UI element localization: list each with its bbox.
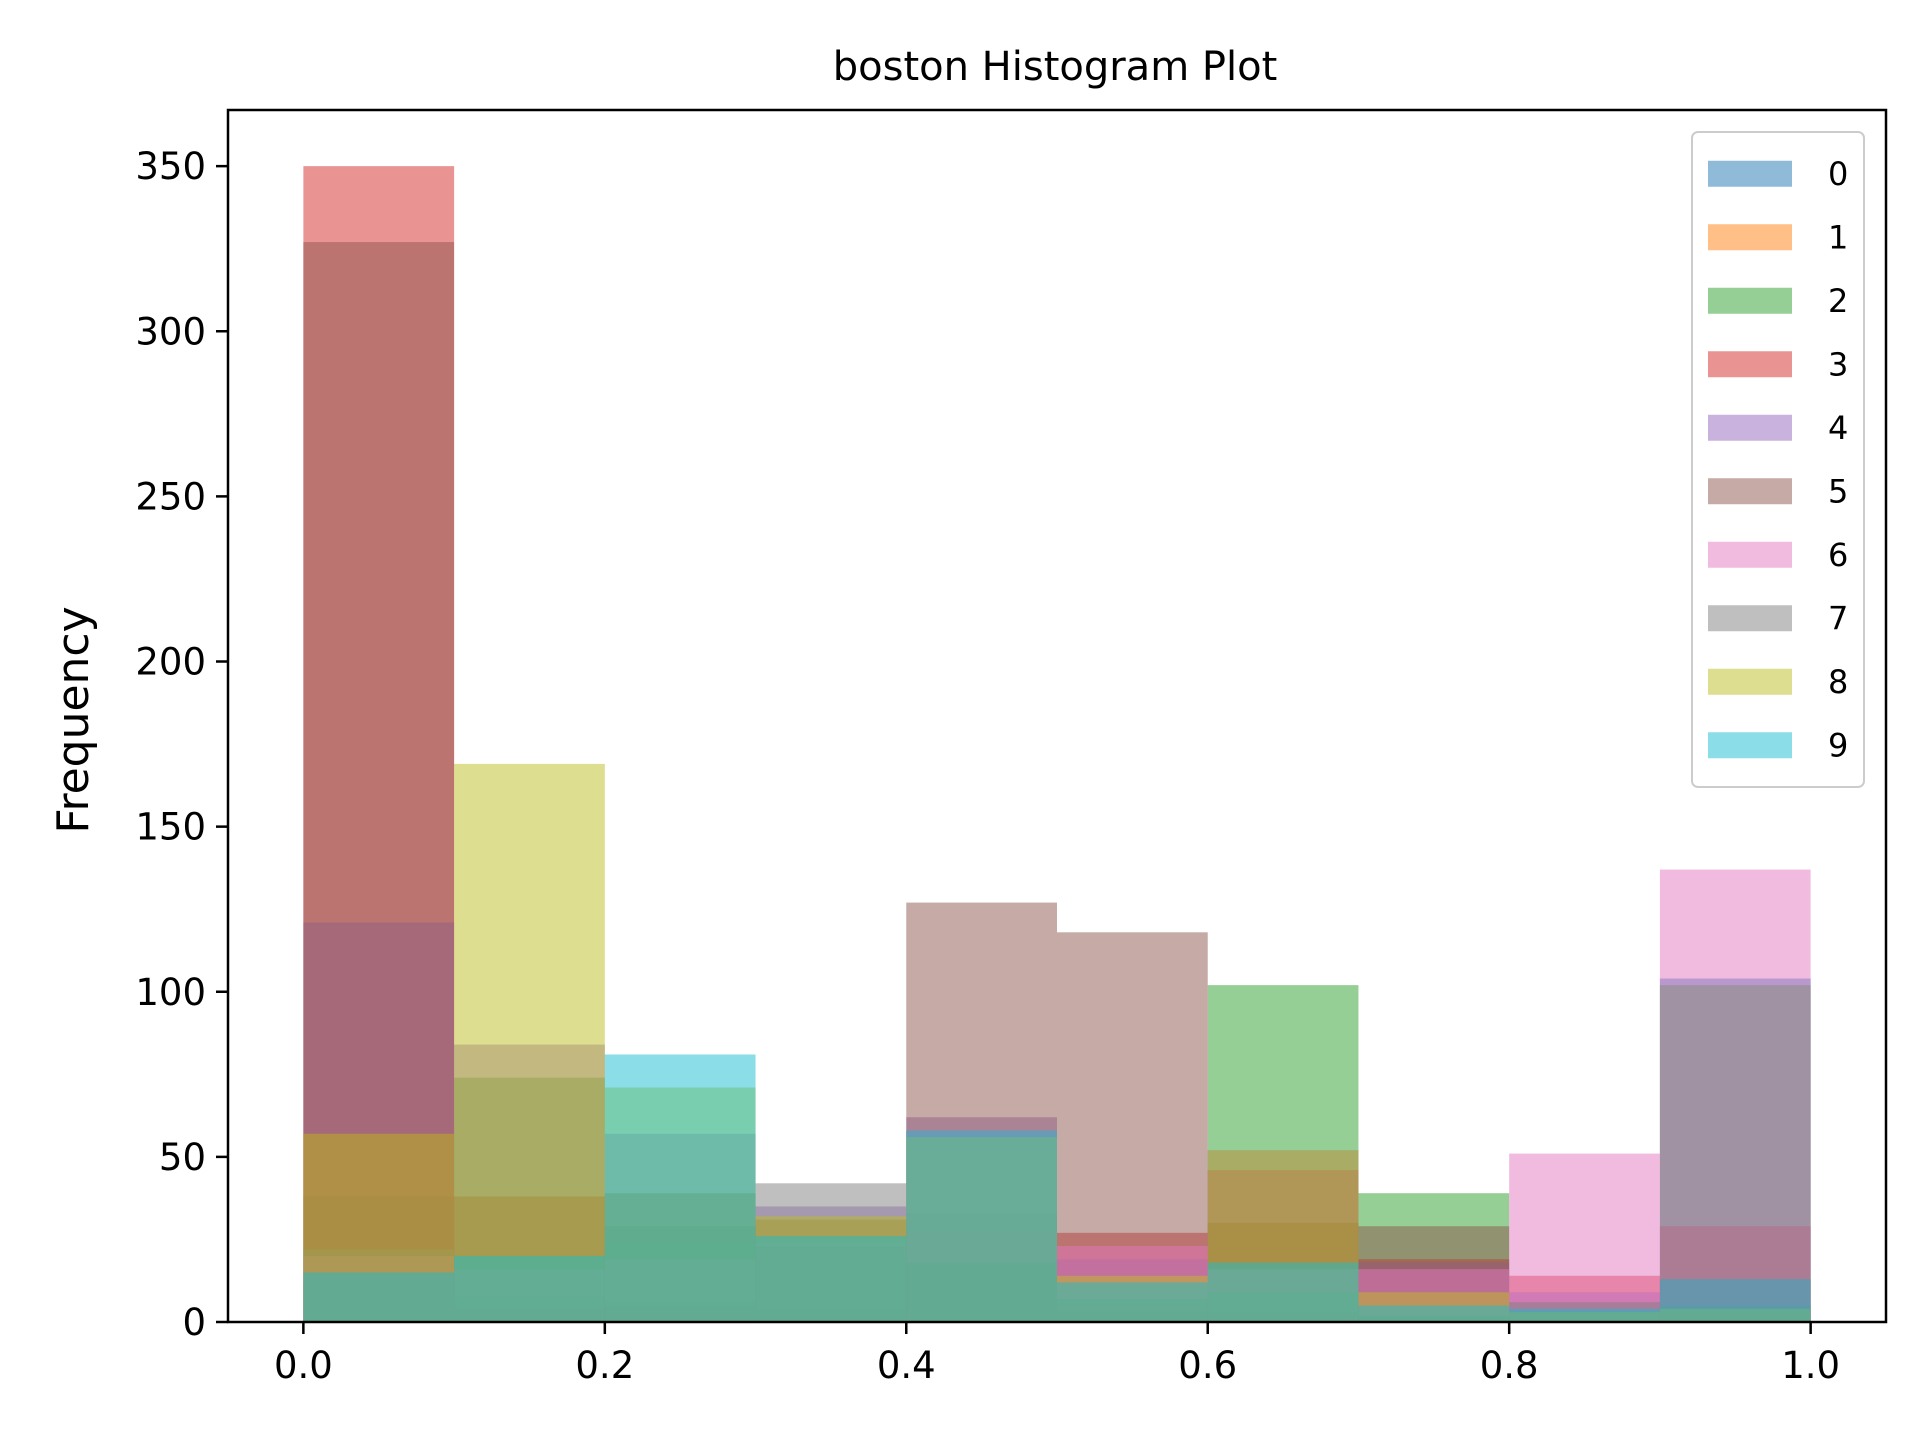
- bar-series-8-bin-1: [454, 763, 605, 1322]
- legend-swatch: [1708, 224, 1792, 251]
- bar-series-9-bin-7: [1358, 1305, 1510, 1322]
- y-tick-label: 150: [135, 806, 206, 849]
- legend-swatch: [1708, 541, 1792, 568]
- legend-label: 4: [1828, 409, 1848, 447]
- legend-item-8: 8: [1708, 663, 1848, 701]
- bar-series-9-bin-8: [1509, 1308, 1660, 1322]
- plot-frame: [226, 108, 1888, 1324]
- legend-label: 7: [1828, 599, 1848, 637]
- x-tick-label: 0.2: [575, 1344, 634, 1387]
- bar-series-9-bin-3: [755, 1236, 907, 1322]
- chart-title: boston Histogram Plot: [833, 44, 1278, 90]
- x-axis: 0.0 0.2 0.4 0.6 0.8 1.0: [274, 1322, 1840, 1387]
- y-tick-label: 100: [135, 971, 206, 1014]
- legend-item-2: 2: [1708, 282, 1848, 320]
- legend-swatch: [1708, 605, 1792, 632]
- x-tick-label: 0.4: [877, 1344, 936, 1387]
- series-9: [303, 1054, 1811, 1322]
- legend-label: 1: [1828, 218, 1848, 256]
- legend-swatch: [1708, 351, 1792, 378]
- y-tick-label: 50: [159, 1136, 206, 1179]
- legend-item-1: 1: [1708, 218, 1848, 256]
- bar-series-9-bin-6: [1207, 1262, 1359, 1322]
- legend-label: 8: [1828, 663, 1848, 701]
- bar-series-9-bin-2: [604, 1054, 756, 1322]
- bar-series-6-bin-9: [1659, 869, 1811, 1322]
- legend-swatch: [1708, 414, 1792, 441]
- y-tick-label: 250: [135, 475, 206, 518]
- legend-label: 3: [1828, 345, 1848, 383]
- legend-label: 5: [1828, 472, 1848, 510]
- bar-series-9-bin-5: [1057, 1282, 1208, 1322]
- legend-label: 2: [1828, 282, 1848, 320]
- legend: 0 1 2 3 4 5 6 7 8 9: [1691, 131, 1865, 788]
- y-axis-label: Frequency: [48, 606, 99, 833]
- x-tick-label: 0.8: [1480, 1344, 1539, 1387]
- bar-series-9-bin-4: [906, 1130, 1057, 1322]
- x-tick-label: 0.6: [1178, 1344, 1237, 1387]
- legend-item-0: 0: [1708, 155, 1848, 193]
- legend-item-6: 6: [1708, 536, 1848, 574]
- legend-swatch: [1708, 287, 1792, 314]
- legend-label: 9: [1828, 726, 1848, 764]
- legend-swatch: [1708, 668, 1792, 695]
- legend-swatch: [1708, 732, 1792, 759]
- legend-item-3: 3: [1708, 345, 1848, 383]
- y-axis: 0 50 100 150 200 250 300 350: [135, 145, 228, 1344]
- y-tick-label: 200: [135, 641, 206, 684]
- legend-label: 6: [1828, 536, 1848, 574]
- bar-series-9-bin-0: [303, 1272, 455, 1322]
- legend-item-4: 4: [1708, 409, 1848, 447]
- bar-series-6-bin-8: [1509, 1153, 1660, 1322]
- y-tick-label: 300: [135, 310, 206, 353]
- y-tick-label: 350: [135, 145, 206, 188]
- legend-item-5: 5: [1708, 472, 1848, 510]
- bar-series-9-bin-1: [454, 1255, 605, 1322]
- x-tick-label: 1.0: [1781, 1344, 1840, 1387]
- plot-area: [303, 166, 1811, 1322]
- legend-item-9: 9: [1708, 726, 1848, 764]
- legend-label: 0: [1828, 155, 1848, 193]
- y-tick-label: 0: [182, 1301, 206, 1344]
- legend-swatch: [1708, 478, 1792, 505]
- legend-item-7: 7: [1708, 599, 1848, 637]
- x-tick-label: 0.0: [274, 1344, 333, 1387]
- legend-swatch: [1708, 160, 1792, 187]
- bar-series-9-bin-9: [1659, 1279, 1811, 1322]
